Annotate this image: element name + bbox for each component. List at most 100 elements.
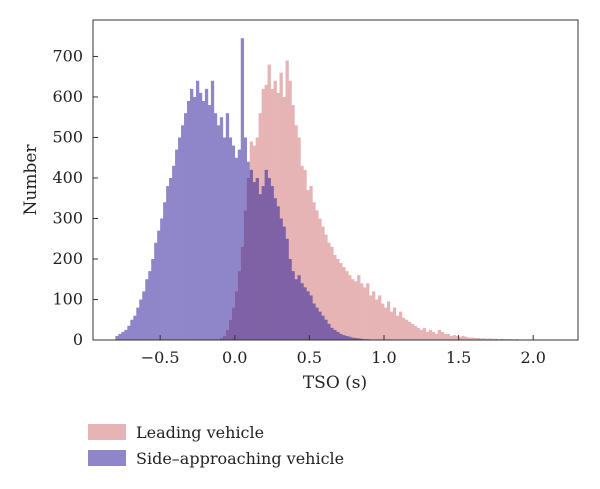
leading-bar bbox=[348, 275, 352, 340]
overlap-bar bbox=[267, 177, 271, 340]
side-approaching-bar bbox=[187, 101, 191, 340]
legend-swatch-leading bbox=[88, 424, 126, 440]
side-approaching-bar bbox=[228, 137, 233, 340]
x-axis-label: TSO (s) bbox=[303, 373, 367, 393]
leading-bar bbox=[413, 325, 418, 340]
leading-bar bbox=[324, 234, 328, 340]
leading-bar bbox=[309, 186, 313, 340]
overlap-bar bbox=[360, 338, 364, 340]
leading-bar bbox=[401, 317, 406, 340]
side-approaching-bar bbox=[192, 96, 197, 341]
legend: Leading vehicle Side–approaching vehicle bbox=[88, 423, 344, 468]
leading-bar bbox=[437, 329, 441, 340]
leading-bar bbox=[392, 307, 397, 340]
overlap-bar bbox=[231, 307, 236, 340]
leading-bar bbox=[464, 336, 468, 340]
legend-swatch-side bbox=[88, 450, 126, 466]
leading-bar bbox=[440, 331, 444, 340]
x-tick-label: 2.0 bbox=[521, 348, 546, 367]
leading-bar bbox=[449, 335, 453, 340]
leading-bar bbox=[372, 291, 376, 340]
overlap-bar bbox=[339, 333, 343, 340]
side-approaching-bar bbox=[225, 113, 230, 340]
leading-bar bbox=[366, 283, 370, 340]
leading-bar bbox=[342, 267, 346, 340]
overlap-bar bbox=[312, 303, 316, 340]
side-approaching-bar bbox=[175, 149, 179, 340]
overlap-bar bbox=[309, 295, 313, 340]
overlap-bar bbox=[354, 337, 358, 340]
leading-bar bbox=[321, 226, 325, 340]
leading-bar bbox=[363, 287, 367, 340]
leading-bar bbox=[312, 202, 316, 340]
overlap-bar bbox=[300, 283, 304, 340]
overlap-bar bbox=[327, 323, 331, 340]
side-approaching-bar bbox=[130, 319, 134, 340]
leading-bar bbox=[425, 331, 430, 340]
leading-bar bbox=[282, 96, 286, 341]
leading-bar bbox=[500, 338, 504, 340]
leading-bar bbox=[357, 275, 361, 340]
overlap-bar bbox=[336, 331, 340, 340]
leading-bar bbox=[375, 299, 379, 340]
side-approaching-bar bbox=[237, 149, 242, 340]
leading-bar bbox=[288, 80, 292, 340]
leading-bar bbox=[297, 137, 301, 340]
leading-bar bbox=[369, 295, 373, 340]
leading-bar bbox=[494, 338, 498, 340]
side-approaching-bar bbox=[172, 165, 176, 340]
plot-frame bbox=[92, 19, 579, 341]
leading-bar bbox=[443, 333, 447, 340]
x-tick-label: 0.5 bbox=[297, 348, 322, 367]
leading-bar bbox=[479, 338, 483, 340]
leading-bar bbox=[428, 329, 433, 340]
side-approaching-bar bbox=[216, 125, 221, 340]
overlap-bar bbox=[321, 315, 325, 340]
side-approaching-bar bbox=[166, 186, 170, 340]
leading-bar bbox=[306, 190, 310, 340]
leading-bar bbox=[360, 283, 364, 340]
y-tick-label: 100 bbox=[52, 289, 83, 308]
side-approaching-bar bbox=[151, 258, 155, 340]
leading-bar bbox=[404, 319, 409, 340]
overlap-bar bbox=[246, 177, 250, 340]
leading-bar bbox=[473, 337, 477, 340]
y-axis-ticks: 0 100 200 300 400 500 600 700 bbox=[52, 46, 98, 349]
leading-bar bbox=[339, 263, 343, 340]
leading-bar bbox=[467, 337, 471, 340]
side-approaching-bar bbox=[184, 113, 188, 340]
side-approaching-bar bbox=[142, 291, 146, 340]
leading-bar bbox=[294, 125, 298, 340]
leading-bar bbox=[327, 242, 331, 340]
side-approaching-bar bbox=[178, 137, 182, 340]
overlap-bar bbox=[249, 169, 253, 340]
y-tick-label: 700 bbox=[52, 46, 83, 65]
overlap-bar bbox=[306, 291, 310, 340]
overlap-bar bbox=[243, 210, 247, 340]
overlap-bar bbox=[285, 238, 289, 340]
leading-bar bbox=[416, 327, 421, 340]
overlap-bar bbox=[324, 319, 328, 340]
side-approaching-bar bbox=[181, 125, 185, 340]
leading-bar bbox=[458, 336, 462, 340]
x-axis-ticks: −0.5 0.0 0.5 1.0 1.5 2.0 bbox=[141, 335, 546, 367]
overlap-bar bbox=[258, 194, 262, 340]
side-approaching-bar bbox=[136, 307, 140, 340]
overlap-bar bbox=[345, 335, 349, 340]
leading-bar bbox=[345, 271, 349, 340]
leading-bar bbox=[285, 60, 289, 340]
overlap-bar bbox=[237, 271, 242, 340]
leading-bar bbox=[431, 331, 436, 340]
overlap-bar bbox=[219, 337, 224, 340]
side-approaching-bar bbox=[160, 218, 164, 340]
overlap-bar bbox=[276, 206, 280, 340]
overlap-bar bbox=[225, 329, 230, 340]
leading-bar bbox=[434, 333, 439, 340]
leading-bar bbox=[315, 210, 319, 340]
leading-bar bbox=[333, 254, 337, 340]
side-approaching-bar bbox=[133, 315, 137, 340]
leading-bar bbox=[476, 337, 480, 340]
leading-bar bbox=[419, 329, 424, 340]
leading-bar bbox=[279, 72, 283, 340]
leading-bar bbox=[452, 335, 456, 340]
